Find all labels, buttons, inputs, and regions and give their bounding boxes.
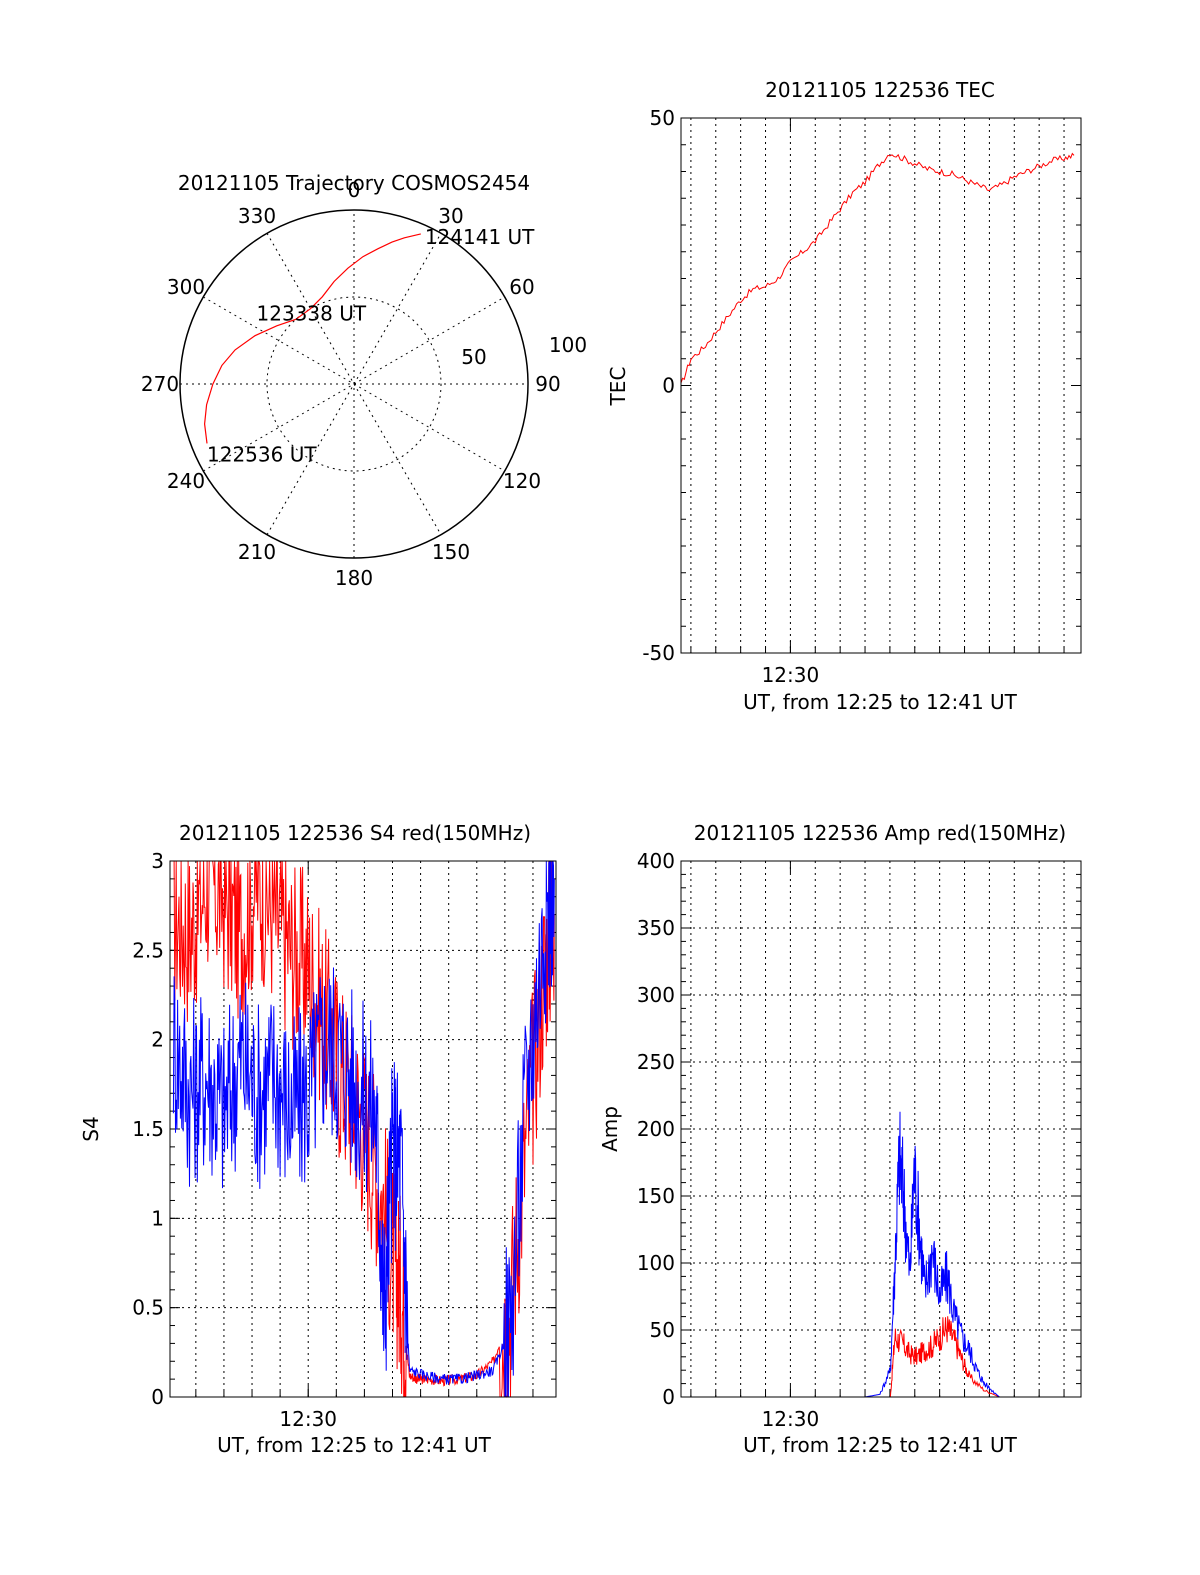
polar-azimuth-label: 60 <box>509 275 534 299</box>
y-tick-label: 0 <box>151 1385 164 1409</box>
track-annotation: 122536 UT <box>207 442 317 466</box>
tec-series <box>680 152 1075 384</box>
series-line-red <box>680 152 1075 384</box>
polar-azimuth-label: 240 <box>167 469 205 493</box>
tec-panel: 20121105 122536 TEC -50 0 50 12:30 TEC UT, … <box>606 78 1082 714</box>
y-tick-label: 2 <box>151 1028 164 1052</box>
tec-ylabel: TEC <box>606 367 630 407</box>
amp-series <box>681 1111 1081 1398</box>
polar-azimuth-labels: 0 30 60 90 120 150 180 210 240 270 300 330 <box>141 178 561 590</box>
y-tick-label: 0 <box>662 1385 675 1409</box>
polar-azimuth-label: 120 <box>503 469 541 493</box>
s4-xlabel: UT, from 12:25 to 12:41 UT <box>217 1433 492 1457</box>
s4-ylabel: S4 <box>79 1116 103 1141</box>
x-tick-label: 12:30 <box>279 1407 337 1431</box>
polar-radial-label: 50 <box>461 345 486 369</box>
amp-tick-labels: 0 50 100 150 200 250 300 350 400 12:30 <box>637 849 819 1431</box>
series-line-blue <box>681 1111 1081 1398</box>
y-tick-label: 150 <box>637 1184 675 1208</box>
polar-inner-circle <box>266 296 442 472</box>
amp-panel: 20121105 122536 Amp red(150MHz) 0 50 100 15… <box>598 821 1082 1457</box>
tec-title: 20121105 122536 TEC <box>765 78 995 102</box>
y-tick-label: 300 <box>637 983 675 1007</box>
y-tick-label: 50 <box>650 1318 675 1342</box>
y-tick-label: 3 <box>151 849 164 873</box>
tec-xlabel: UT, from 12:25 to 12:41 UT <box>743 690 1018 714</box>
polar-panel: 20121105 Trajectory COSMOS2454 030609012… <box>141 171 587 590</box>
s4-title: 20121105 122536 S4 red(150MHz) <box>179 821 531 845</box>
polar-azimuth-label: 330 <box>238 204 276 228</box>
satellite-track-line <box>203 233 421 444</box>
series-line-red <box>681 1316 1081 1398</box>
y-tick-label: 400 <box>637 849 675 873</box>
y-tick-label: 1 <box>151 1206 164 1230</box>
polar-grid <box>179 209 529 559</box>
polar-azimuth-label: 270 <box>141 372 179 396</box>
y-tick-label: 350 <box>637 916 675 940</box>
amp-xlabel: UT, from 12:25 to 12:41 UT <box>743 1433 1018 1457</box>
polar-azimuth-label: 210 <box>238 540 276 564</box>
y-tick-label: 0.5 <box>132 1296 164 1320</box>
track-annotation: 124141 UT <box>425 225 535 249</box>
y-tick-label: 0 <box>662 374 675 398</box>
amp-grid <box>681 860 1081 1398</box>
x-tick-label: 12:30 <box>762 663 820 687</box>
polar-azimuth-label: 300 <box>167 275 205 299</box>
s4-series <box>172 860 555 1398</box>
amp-ylabel: Amp <box>598 1106 622 1152</box>
polar-azimuth-label: 30 <box>438 204 463 228</box>
y-tick-label: 2.5 <box>132 938 164 962</box>
polar-title: 20121105 Trajectory COSMOS2454 <box>178 171 530 195</box>
series-line-blue <box>172 860 555 1398</box>
polar-azimuth-label: 0 <box>348 178 361 202</box>
y-tick-label: -50 <box>642 641 675 665</box>
x-tick-label: 12:30 <box>762 1407 820 1431</box>
s4-panel: 20121105 122536 S4 red(150MHz) 0 0.5 1 1.5 2… <box>79 821 557 1457</box>
y-tick-label: 100 <box>637 1251 675 1275</box>
s4-plot-frame <box>169 860 557 1398</box>
track-annotations: 124141 UT 123338 UT 122536 UT <box>207 225 535 467</box>
amp-plot-frame <box>680 860 1082 1398</box>
y-tick-label: 250 <box>637 1050 675 1074</box>
polar-spoke <box>266 233 442 535</box>
y-tick-label: 200 <box>637 1117 675 1141</box>
series-line-red <box>173 860 555 1398</box>
track-annotation: 123338 UT <box>257 302 367 326</box>
amp-title: 20121105 122536 Amp red(150MHz) <box>694 821 1066 845</box>
polar-azimuth-label: 150 <box>432 540 470 564</box>
tec-tick-labels: -50 0 50 12:30 <box>642 106 819 687</box>
polar-radial-labels: 50 100 <box>461 333 587 369</box>
s4-tick-labels: 0 0.5 1 1.5 2 2.5 3 12:30 <box>132 849 337 1431</box>
y-tick-label: 1.5 <box>132 1117 164 1141</box>
polar-azimuth-label: 90 <box>535 372 560 396</box>
tec-grid <box>681 117 1081 654</box>
polar-azimuth-label: 180 <box>335 566 373 590</box>
tec-plot-frame <box>680 117 1082 654</box>
y-tick-label: 50 <box>650 106 675 130</box>
polar-radial-label: 100 <box>549 333 587 357</box>
